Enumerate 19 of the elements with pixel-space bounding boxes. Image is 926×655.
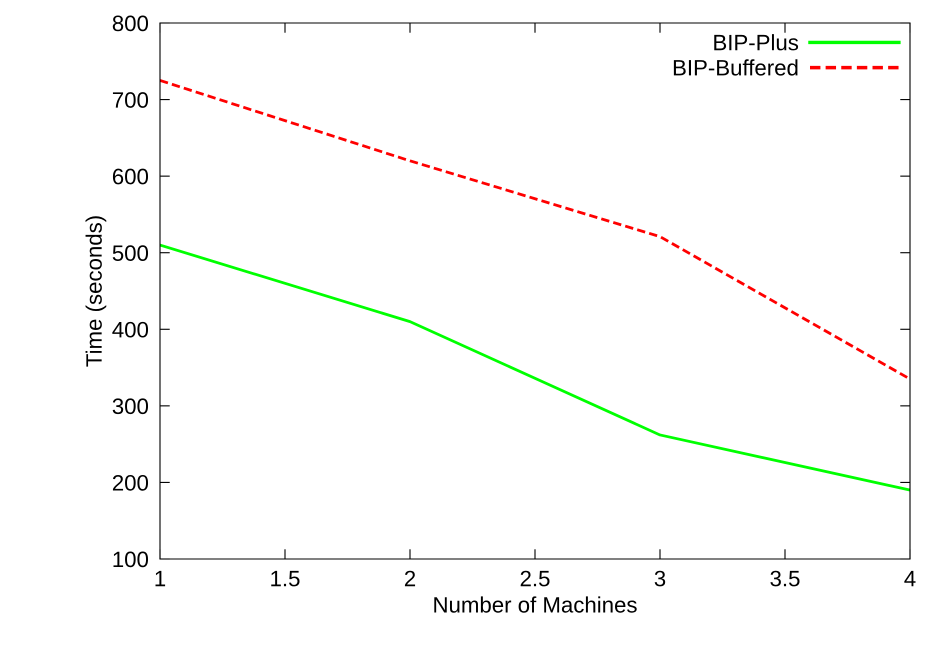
x-tick-label: 1.5 — [271, 570, 300, 586]
x-axis-title: Number of Machines — [434, 596, 637, 613]
x-tick-label: 3 — [654, 570, 666, 586]
y-tick-label: 200 — [112, 474, 148, 491]
x-tick-label: 3.5 — [770, 570, 800, 586]
y-axis-title: Time (seconds) — [86, 216, 106, 367]
x-tick-label: 2 — [404, 570, 416, 586]
y-tick-label: 600 — [112, 168, 148, 184]
x-tick-label: 2.5 — [520, 570, 550, 586]
y-tick-label: 800 — [112, 16, 148, 32]
y-tick-label: 100 — [114, 552, 148, 568]
legend-label: BIP-Plus — [714, 34, 798, 50]
y-tick-label: 300 — [112, 398, 148, 414]
x-tick-label: 1 — [156, 570, 166, 586]
y-tick-label: 400 — [112, 322, 148, 338]
y-tick-label: 500 — [112, 245, 148, 261]
y-tick-label: 700 — [112, 92, 148, 108]
legend-label: BIP-Buffered — [674, 59, 798, 76]
x-tick-label: 4 — [904, 570, 916, 586]
